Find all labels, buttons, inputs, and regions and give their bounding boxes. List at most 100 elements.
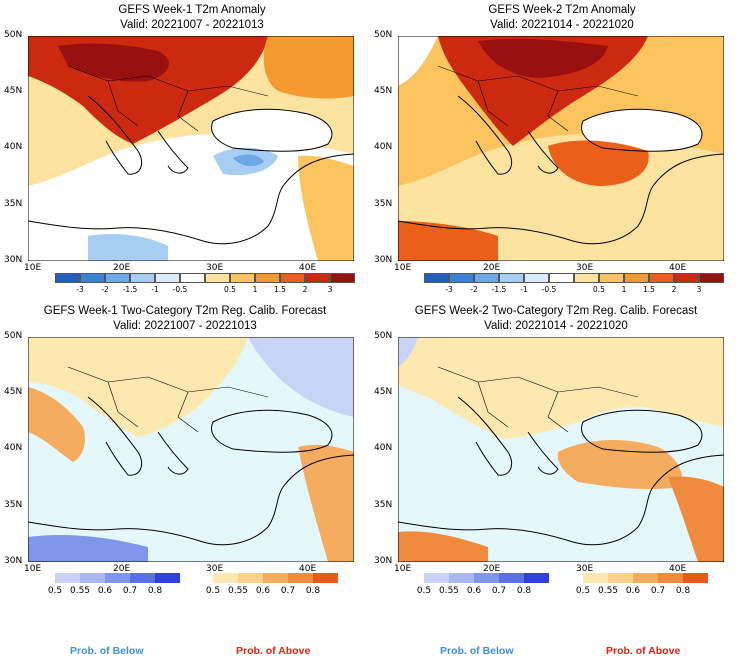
colorbar-swatch [230, 273, 255, 283]
below-northeast [248, 337, 354, 417]
prob-swatch [238, 573, 263, 583]
colorbar-swatch [305, 273, 330, 283]
lon-label: 20E [113, 564, 131, 574]
panel1-title-text: GEFS Week-1 T2m Anomaly [118, 4, 266, 16]
panel4-title-text: GEFS Week-2 Two-Category T2m Reg. Calib.… [414, 305, 698, 317]
lat-label: 40N [374, 142, 393, 152]
panel4-valid-text: Valid: 20221014 - 20221020 [484, 320, 628, 332]
lat-label: 45N [4, 387, 23, 397]
lon-label: 20E [483, 263, 501, 273]
prob-tick-label: 0.6 [255, 586, 271, 596]
prob-swatch [524, 573, 549, 583]
lat-label: 50N [374, 331, 393, 341]
sea-region [28, 134, 354, 261]
prob-tick-label: 0.55 [438, 586, 460, 596]
very-strong-warm-anomaly [58, 43, 169, 82]
above-southwest [398, 531, 488, 562]
colorbar-tick-label: 1 [252, 285, 258, 294]
cool-anomaly-core [233, 154, 264, 167]
lon-label: 20E [483, 564, 501, 574]
borders [67, 65, 269, 132]
lat-label: 35N [4, 199, 23, 209]
colorbar-swatch [205, 273, 230, 283]
prob-tick-label: 0.8 [305, 586, 321, 596]
panel3-valid-text: Valid: 20221007 - 20221013 [113, 320, 257, 332]
colorbar-tick-label: 1 [621, 285, 627, 294]
panel1-valid-text: Valid: 20221007 - 20221013 [120, 19, 264, 31]
colorbar-swatch [155, 273, 180, 283]
above-italy [28, 387, 85, 462]
colorbar-tick-label: -1.5 [491, 285, 507, 294]
panel1-title: GEFS Week-1 T2m Anomaly Valid: 20221007 … [82, 3, 302, 33]
colorbar-tick-label: 3 [327, 285, 333, 294]
colorbar-tick-label: -1 [520, 285, 528, 294]
colorbar-swatch [55, 273, 80, 283]
colorbar-swatch [330, 273, 355, 283]
lat-label: 50N [4, 30, 23, 40]
colorbar-swatch [255, 273, 280, 283]
legend-prob-below-left: Prob. of Below [70, 645, 144, 657]
colorbar-swatch [599, 273, 624, 283]
prob-tick-label: 0.55 [69, 586, 91, 596]
coastlines [398, 95, 724, 245]
prob-tick-label: 0.5 [416, 586, 432, 596]
map-week1-probability [28, 337, 354, 562]
prob-tick-label: 0.8 [675, 586, 691, 596]
prob-tick-label: 0.7 [122, 586, 138, 596]
black-sea-region [581, 109, 702, 152]
lat-label: 45N [4, 86, 23, 96]
colorbar-swatch [105, 273, 130, 283]
prob-swatch [313, 573, 338, 583]
colorbar-tick-label: -1.5 [122, 285, 138, 294]
lat-label: 35N [374, 500, 393, 510]
warm-turkey [548, 140, 649, 186]
below-africa [28, 535, 148, 562]
lon-label: 10E [394, 564, 412, 574]
prob-swatch [263, 573, 288, 583]
prob-tick-label: 0.7 [650, 586, 666, 596]
lat-label: 30N [374, 556, 393, 566]
colorbar-tick-label: -3 [445, 285, 453, 294]
prob-swatch [683, 573, 708, 583]
prob-swatch [105, 573, 130, 583]
black-sea-region [211, 109, 332, 152]
panel2-title: GEFS Week-2 T2m Anomaly Valid: 20221014 … [452, 3, 672, 33]
colorbar-swatch [699, 273, 724, 283]
borders [437, 366, 639, 433]
lat-label: 30N [374, 255, 393, 265]
panel4-title: GEFS Week-2 Two-Category T2m Reg. Calib.… [375, 304, 737, 334]
above-southeast [668, 476, 724, 562]
colorbar-tick-label: -1 [151, 285, 159, 294]
colorbar-swatch [624, 273, 649, 283]
above-europe [28, 337, 248, 437]
colorbar-tick-label: -2 [470, 285, 478, 294]
lon-label: 40E [299, 263, 317, 273]
colorbar-swatch [80, 273, 105, 283]
prob-tick-label: 0.5 [47, 586, 63, 596]
lon-label: 40E [669, 263, 687, 273]
prob-tick-label: 0.5 [205, 586, 221, 596]
lon-label: 30E [576, 564, 594, 574]
lat-label: 30N [4, 255, 23, 265]
colorbar-tick-label: -2 [101, 285, 109, 294]
prob-swatch [55, 573, 80, 583]
lat-label: 40N [4, 443, 23, 453]
prob-swatch [499, 573, 524, 583]
strong-warm-anomaly [438, 36, 648, 146]
colorbar-swatch [449, 273, 474, 283]
colorbar-tick-label: -3 [76, 285, 84, 294]
colorbar-swatch [524, 273, 549, 283]
panel2-title-text: GEFS Week-2 T2m Anomaly [488, 4, 636, 16]
borders [437, 65, 639, 132]
lat-label: 35N [4, 500, 23, 510]
colorbar-swatch [474, 273, 499, 283]
cool-anomaly-africa [88, 234, 168, 261]
lat-label: 40N [4, 142, 23, 152]
map-week2-anomaly [398, 36, 724, 261]
prob-swatch [474, 573, 499, 583]
prob-tick-label: 0.7 [491, 586, 507, 596]
legend-prob-above-right: Prob. of Above [606, 645, 681, 657]
prob-tick-label: 0.55 [227, 586, 249, 596]
prob-swatch [130, 573, 155, 583]
prob-swatch [80, 573, 105, 583]
